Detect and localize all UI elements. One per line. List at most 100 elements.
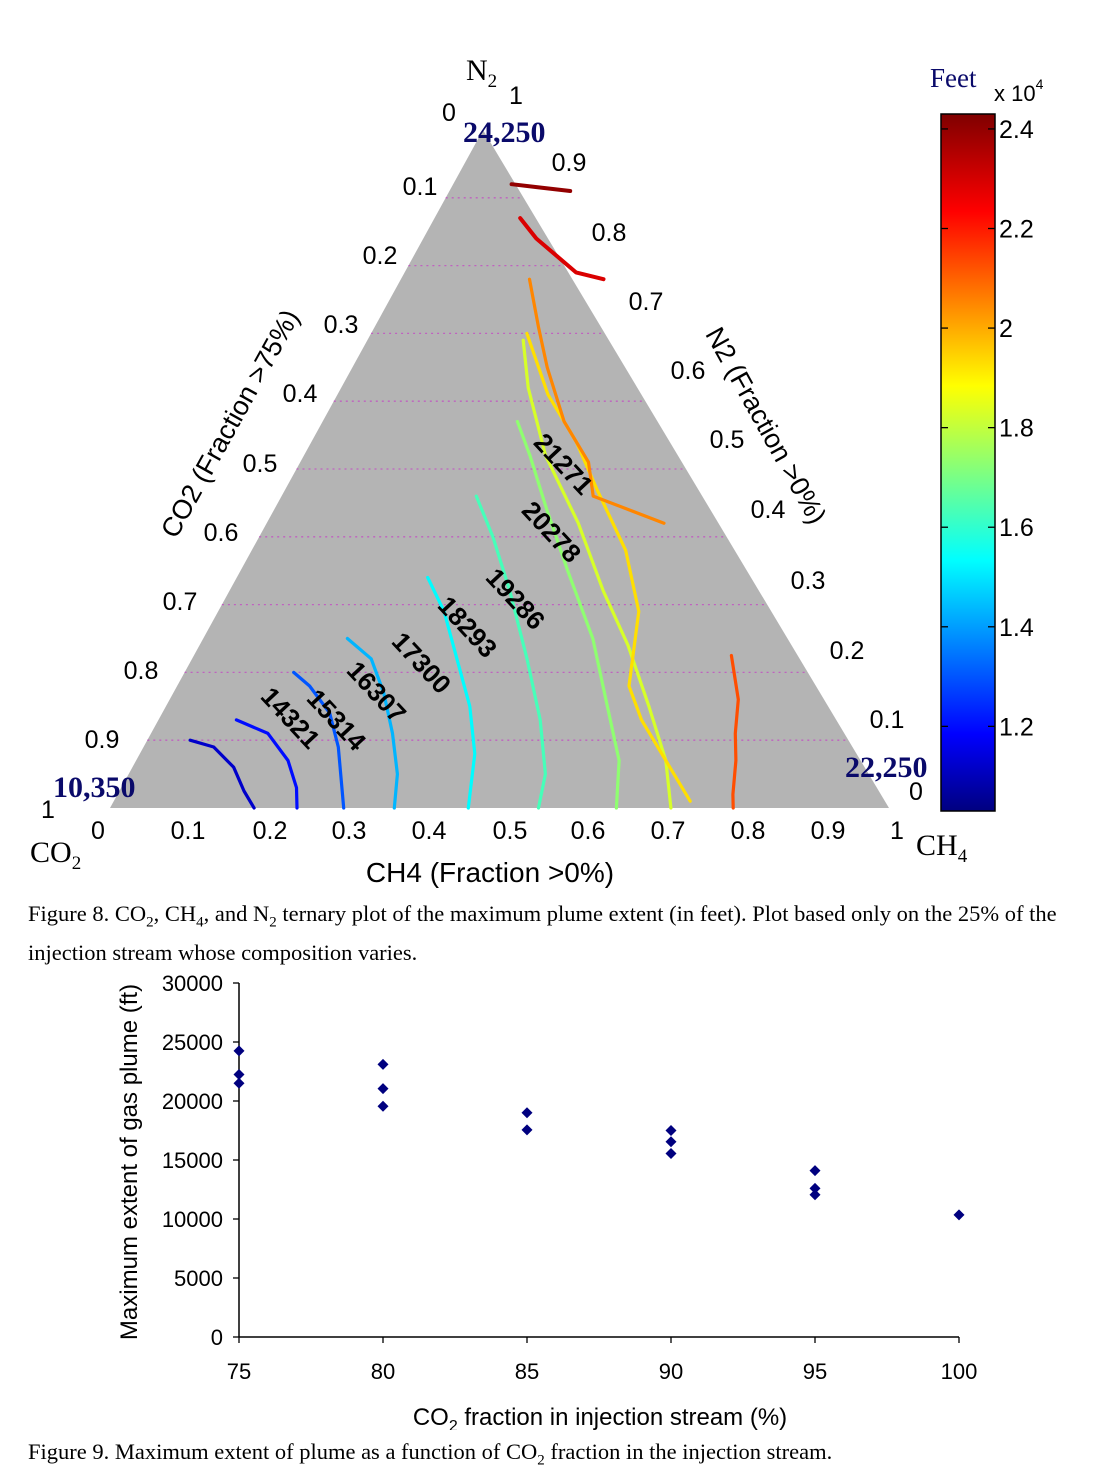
tick-label-right: 0.9 — [552, 149, 587, 177]
scatter-point — [521, 1124, 533, 1136]
tick-label-right: 0.6 — [671, 357, 706, 385]
tick-label-right: 0.2 — [830, 637, 865, 665]
contour-line — [515, 419, 621, 810]
tick-label-bottom: 0.6 — [571, 817, 606, 845]
contour-line — [426, 575, 477, 810]
tick-label-bottom: 0.8 — [731, 817, 766, 845]
ternary-tick-labels: 0 0.1 0.2 0.3 0.4 0.5 0.6 0.7 0.8 0.9 1 1 0.9 0.8 0.7 0… — [41, 82, 923, 845]
tick-label-left: 0.6 — [204, 519, 239, 547]
scatter-point — [809, 1189, 821, 1201]
tick-label-left: 0.1 — [403, 173, 438, 201]
tick-label-bottom: 0.5 — [493, 817, 528, 845]
scatter-point — [953, 1209, 965, 1221]
y-tick-label: 0 — [211, 1325, 223, 1350]
ternary-triangle — [110, 130, 889, 808]
y-tick-label: 10000 — [162, 1207, 223, 1232]
figure8-caption: Figure 8. CO2, CH4, and N2 ternary plot … — [28, 901, 1057, 965]
tick-label-right: 1 — [509, 82, 523, 110]
ternary-plot: 0 0.1 0.2 0.3 0.4 0.5 0.6 0.7 0.8 0.9 1 1 0.9 0.8 0.7 0… — [30, 54, 1044, 888]
figure9-caption: Figure 9. Maximum extent of plume as a f… — [28, 1439, 833, 1469]
scatter-ylabel: Maximum extent of gas plume (ft) — [116, 984, 143, 1340]
x-tick-label: 95 — [803, 1359, 827, 1384]
tick-label-bottom: 0.2 — [253, 817, 288, 845]
colorbar-tick-label: 1.4 — [999, 614, 1034, 642]
tick-label-right: 0.7 — [629, 288, 664, 316]
scatter-xlabel: CO2 fraction in injection stream (%) — [413, 1404, 787, 1430]
tick-label-right: 0.3 — [791, 567, 826, 595]
colorbar-title: Feet — [930, 63, 977, 93]
colorbar-tick-label: 1.2 — [999, 713, 1034, 741]
tick-label-bottom: 0.9 — [811, 817, 846, 845]
corner-value-right: 22,250 — [845, 751, 928, 784]
tick-label-left: 1 — [41, 796, 55, 824]
tick-label-bottom: 0.7 — [651, 817, 686, 845]
scatter-point — [233, 1068, 245, 1080]
contour-line — [188, 738, 256, 810]
tick-label-bottom: 1 — [890, 817, 904, 845]
contour-line — [474, 494, 547, 810]
ternary-contours — [188, 182, 740, 810]
colorbar-tick-label: 2.4 — [999, 116, 1034, 144]
tick-label-bottom: 0.4 — [412, 817, 447, 845]
scatter-tick-labels: 0 5000 10000 15000 20000 25000 30000 75 80 85 90 95… — [162, 971, 978, 1384]
tick-label-left: 0.4 — [283, 380, 318, 408]
scatter-point — [233, 1045, 245, 1057]
tick-label-right: 0.1 — [870, 706, 905, 734]
y-tick-label: 20000 — [162, 1089, 223, 1114]
tick-label-bottom: 0.3 — [332, 817, 367, 845]
tick-label-left: 0 — [442, 99, 456, 127]
y-tick-label: 25000 — [162, 1030, 223, 1055]
x-tick-label: 100 — [941, 1359, 978, 1384]
contour-line — [518, 216, 606, 282]
tick-label-right: 0 — [909, 778, 923, 806]
tick-label-left: 0.2 — [363, 242, 398, 270]
scatter-point — [809, 1182, 821, 1194]
colorbar-ticks: 2.4 2.2 2 1.8 1.6 1.4 1.2 — [941, 116, 1034, 741]
y-tick-label: 15000 — [162, 1148, 223, 1173]
tick-label-bottom: 0 — [91, 817, 105, 845]
tick-label-left: 0.5 — [243, 450, 278, 478]
tick-label-left: 0.7 — [163, 588, 198, 616]
scatter-point — [377, 1100, 389, 1112]
tick-label-left: 0.8 — [124, 657, 159, 685]
colorbar — [940, 113, 996, 812]
bottom-axis-title: CH4 (Fraction >0%) — [366, 857, 614, 888]
contour-line — [345, 636, 399, 810]
y-tick-label: 5000 — [174, 1266, 223, 1291]
colorbar-tick-label: 1.8 — [999, 415, 1034, 443]
x-tick-label: 90 — [659, 1359, 683, 1384]
colorbar-multiplier: x 104 — [994, 76, 1044, 106]
contour-line — [521, 338, 673, 810]
scatter-point — [665, 1125, 677, 1136]
x-tick-label: 85 — [515, 1359, 539, 1384]
corner-label-left: CO2 — [30, 836, 81, 874]
corner-value-left: 10,350 — [53, 771, 136, 804]
tick-label-right: 0.8 — [592, 219, 627, 247]
x-tick-label: 75 — [227, 1359, 251, 1384]
contour-line — [292, 670, 346, 810]
corner-label-right: CH4 — [916, 829, 968, 867]
contour-line — [527, 277, 666, 525]
tick-label-right: 0.5 — [710, 426, 745, 454]
tick-label-left: 0.9 — [85, 726, 120, 754]
scatter-point — [665, 1148, 677, 1160]
contour-line — [729, 653, 740, 810]
colorbar-tick-label: 2.2 — [999, 216, 1034, 244]
scatter-point — [665, 1136, 677, 1148]
tick-label-bottom: 0.1 — [171, 817, 206, 845]
contour-line — [234, 718, 299, 810]
scatter-axes — [233, 982, 960, 1343]
scatter-point — [377, 1058, 389, 1070]
tick-label-right: 0.4 — [751, 496, 786, 524]
y-tick-label: 30000 — [162, 971, 223, 996]
scatter-points — [233, 1045, 965, 1221]
scatter-plot: 0 5000 10000 15000 20000 25000 30000 75 80 85 90 95… — [116, 971, 978, 1430]
scatter-point — [233, 1077, 245, 1089]
scatter-point — [521, 1107, 533, 1119]
scatter-point — [809, 1165, 821, 1177]
colorbar-tick-label: 1.6 — [999, 514, 1034, 542]
corner-value-top: 24,250 — [463, 116, 546, 149]
corner-label-top: N2 — [466, 54, 497, 92]
contour-line — [509, 182, 573, 193]
x-tick-label: 80 — [371, 1359, 395, 1384]
